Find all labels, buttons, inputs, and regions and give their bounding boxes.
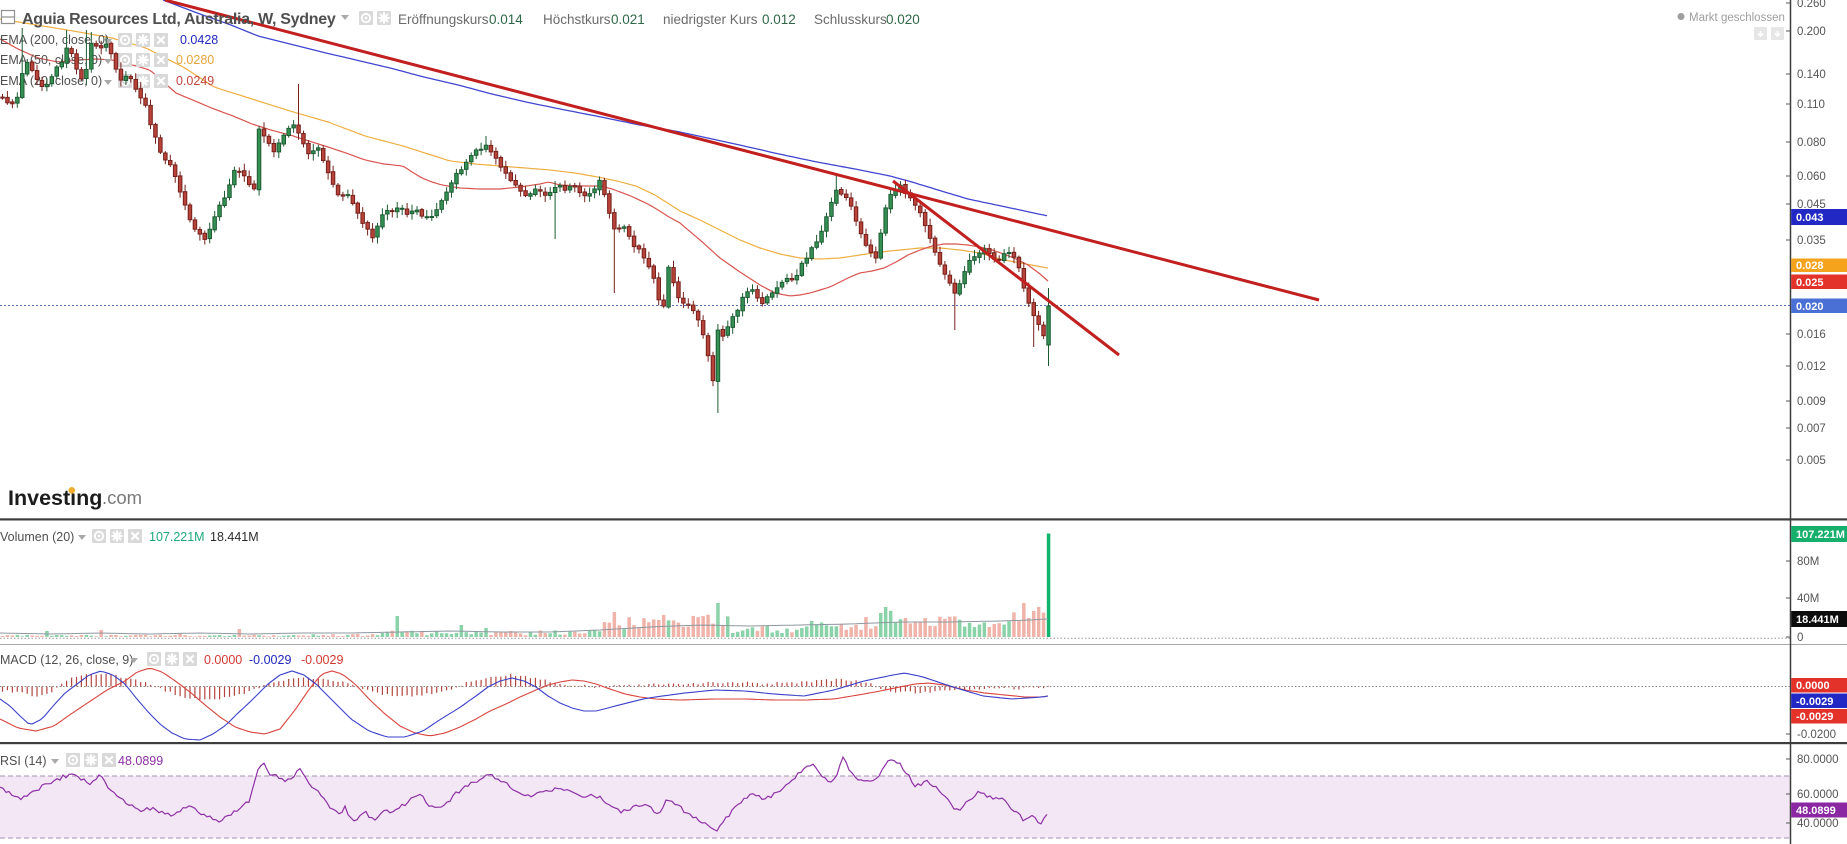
svg-text:80.0000: 80.0000	[1797, 754, 1839, 766]
svg-text:-0.0029: -0.0029	[301, 653, 343, 667]
svg-text:18.441M: 18.441M	[210, 530, 259, 544]
svg-text:0.020: 0.020	[1796, 301, 1824, 313]
svg-text:niedrigster Kurs: niedrigster Kurs	[663, 12, 758, 27]
svg-text:Markt geschlossen: Markt geschlossen	[1689, 12, 1785, 24]
svg-text:Volumen (20): Volumen (20)	[0, 530, 74, 544]
svg-text:0.0249: 0.0249	[176, 74, 214, 88]
svg-text:0.028: 0.028	[1796, 260, 1824, 272]
svg-text:48.0899: 48.0899	[118, 754, 163, 768]
svg-text:80M: 80M	[1797, 556, 1819, 568]
svg-text:0.012: 0.012	[762, 12, 796, 27]
svg-text:Investing: Investing	[8, 486, 102, 510]
svg-text:0.0428: 0.0428	[180, 33, 218, 47]
svg-text:MACD (12, 26, close, 9): MACD (12, 26, close, 9)	[0, 653, 133, 667]
svg-text:40.0000: 40.0000	[1797, 818, 1839, 830]
svg-text:0.043: 0.043	[1796, 212, 1824, 224]
svg-text:EMA (200, close, 0): EMA (200, close, 0)	[0, 33, 109, 47]
svg-text:0.016: 0.016	[1797, 329, 1826, 341]
svg-text:Höchstkurs: Höchstkurs	[543, 12, 611, 27]
svg-text:0.005: 0.005	[1797, 455, 1826, 467]
svg-text:0.021: 0.021	[611, 12, 645, 27]
svg-text:RSI (14): RSI (14)	[0, 754, 47, 768]
svg-text:Eröffnungskurs: Eröffnungskurs	[398, 12, 489, 27]
svg-text:-0.0200: -0.0200	[1797, 729, 1836, 741]
svg-text:Aguia Resources Ltd, Australia: Aguia Resources Ltd, Australia, W, Sydne…	[22, 11, 336, 28]
svg-text:0.110: 0.110	[1797, 99, 1825, 111]
svg-text:0.260: 0.260	[1797, 0, 1826, 10]
svg-text:.com: .com	[102, 487, 142, 508]
svg-text:-0.0029: -0.0029	[1796, 711, 1833, 723]
svg-text:48.0899: 48.0899	[1796, 805, 1836, 817]
svg-text:0.035: 0.035	[1797, 235, 1826, 247]
svg-text:0.140: 0.140	[1797, 69, 1826, 81]
svg-text:0.012: 0.012	[1797, 361, 1826, 373]
svg-text:0.025: 0.025	[1796, 277, 1824, 289]
svg-text:18.441M: 18.441M	[1796, 614, 1839, 626]
svg-text:107.221M: 107.221M	[149, 530, 205, 544]
svg-text:0.045: 0.045	[1797, 199, 1826, 211]
svg-text:0: 0	[1797, 632, 1803, 644]
svg-text:0.009: 0.009	[1797, 396, 1826, 408]
svg-text:60.0000: 60.0000	[1797, 789, 1839, 801]
svg-text:0.080: 0.080	[1797, 137, 1826, 149]
svg-text:107.221M: 107.221M	[1796, 529, 1845, 541]
svg-text:0.014: 0.014	[489, 12, 523, 27]
svg-text:Schlusskurs: Schlusskurs	[814, 12, 887, 27]
svg-text:0.0000: 0.0000	[1796, 680, 1830, 692]
svg-text:0.060: 0.060	[1797, 171, 1826, 183]
svg-text:-0.0029: -0.0029	[1796, 696, 1833, 708]
svg-text:40M: 40M	[1797, 593, 1819, 605]
svg-text:0.0280: 0.0280	[176, 53, 214, 67]
svg-text:0.0000: 0.0000	[204, 653, 242, 667]
svg-text:0.200: 0.200	[1797, 26, 1826, 38]
svg-text:0.007: 0.007	[1797, 423, 1826, 435]
svg-text:0.020: 0.020	[886, 12, 920, 27]
svg-text:-0.0029: -0.0029	[249, 653, 291, 667]
